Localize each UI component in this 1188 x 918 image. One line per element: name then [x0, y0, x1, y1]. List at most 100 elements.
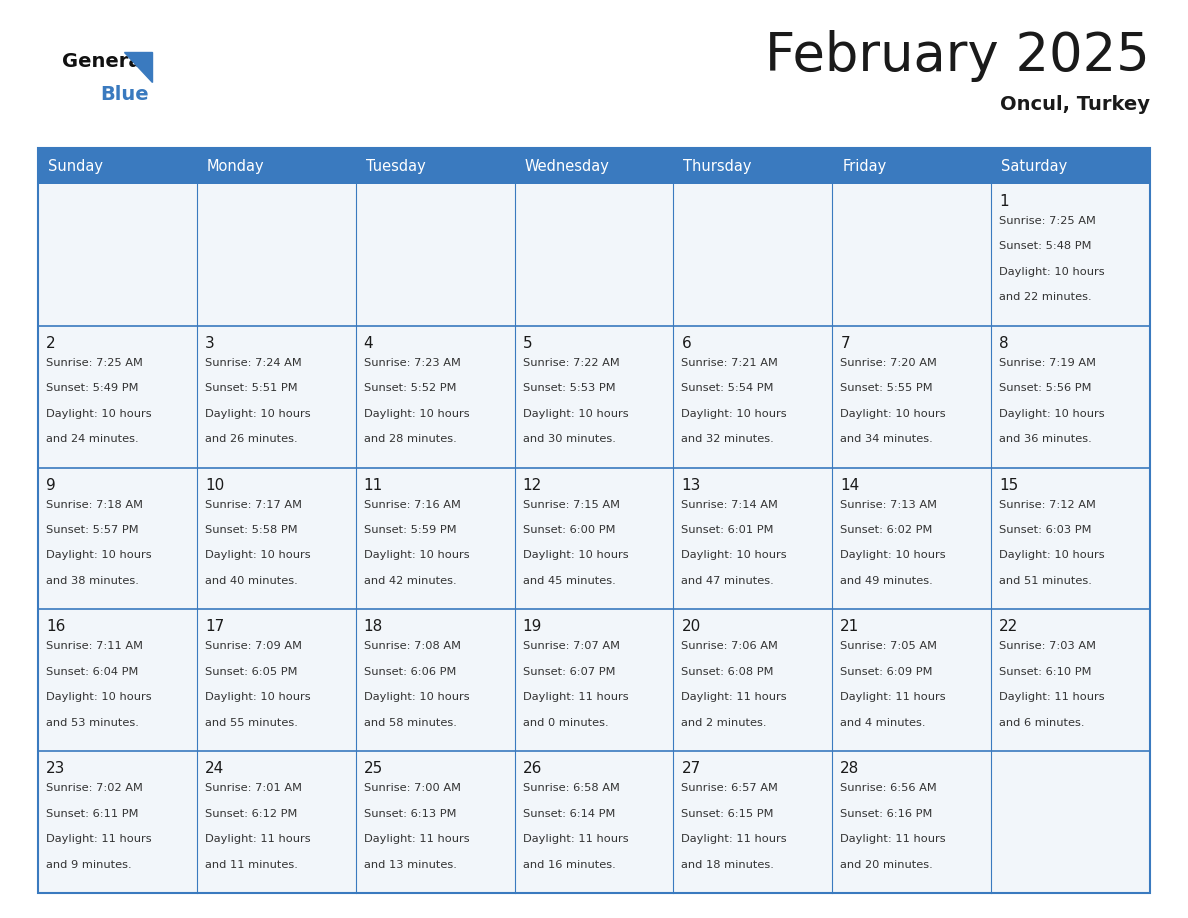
Bar — [355, 467, 514, 610]
Bar — [514, 184, 674, 326]
Bar — [991, 751, 1150, 893]
Bar — [197, 184, 355, 326]
Text: and 45 minutes.: and 45 minutes. — [523, 576, 615, 586]
Text: Sunset: 6:09 PM: Sunset: 6:09 PM — [840, 666, 933, 677]
Text: Sunset: 5:55 PM: Sunset: 5:55 PM — [840, 383, 933, 393]
Bar — [38, 751, 197, 893]
Text: Oncul, Turkey: Oncul, Turkey — [1000, 95, 1150, 114]
Text: Sunset: 6:07 PM: Sunset: 6:07 PM — [523, 666, 615, 677]
Text: Sunset: 5:49 PM: Sunset: 5:49 PM — [46, 383, 139, 393]
Text: and 22 minutes.: and 22 minutes. — [999, 292, 1092, 302]
Text: Daylight: 10 hours: Daylight: 10 hours — [46, 692, 152, 702]
Text: Sunset: 5:51 PM: Sunset: 5:51 PM — [204, 383, 297, 393]
Text: Sunset: 5:59 PM: Sunset: 5:59 PM — [364, 525, 456, 535]
Text: Sunset: 5:57 PM: Sunset: 5:57 PM — [46, 525, 139, 535]
Text: 11: 11 — [364, 477, 383, 493]
Text: Sunset: 6:02 PM: Sunset: 6:02 PM — [840, 525, 933, 535]
Text: 13: 13 — [682, 477, 701, 493]
Text: 27: 27 — [682, 761, 701, 777]
Text: Daylight: 10 hours: Daylight: 10 hours — [682, 409, 788, 419]
Bar — [514, 326, 674, 467]
Text: 5: 5 — [523, 336, 532, 351]
Text: Sunset: 6:14 PM: Sunset: 6:14 PM — [523, 809, 615, 819]
Bar — [991, 326, 1150, 467]
Text: General: General — [62, 52, 148, 71]
Text: Sunrise: 7:05 AM: Sunrise: 7:05 AM — [840, 642, 937, 652]
Text: and 42 minutes.: and 42 minutes. — [364, 576, 456, 586]
Text: Sunset: 5:52 PM: Sunset: 5:52 PM — [364, 383, 456, 393]
Text: and 16 minutes.: and 16 minutes. — [523, 859, 615, 869]
Text: 18: 18 — [364, 620, 383, 634]
Text: Sunrise: 7:03 AM: Sunrise: 7:03 AM — [999, 642, 1097, 652]
Text: 20: 20 — [682, 620, 701, 634]
Bar — [38, 326, 197, 467]
Text: Sunrise: 7:17 AM: Sunrise: 7:17 AM — [204, 499, 302, 509]
Text: Daylight: 10 hours: Daylight: 10 hours — [46, 551, 152, 561]
Text: Sunrise: 7:09 AM: Sunrise: 7:09 AM — [204, 642, 302, 652]
Text: Sunrise: 7:22 AM: Sunrise: 7:22 AM — [523, 358, 619, 368]
Text: and 58 minutes.: and 58 minutes. — [364, 718, 456, 728]
Text: and 28 minutes.: and 28 minutes. — [364, 434, 456, 444]
Text: 24: 24 — [204, 761, 225, 777]
Bar — [197, 326, 355, 467]
Bar — [197, 467, 355, 610]
Text: Monday: Monday — [207, 159, 265, 174]
Text: Daylight: 11 hours: Daylight: 11 hours — [682, 834, 788, 844]
Text: Sunrise: 7:15 AM: Sunrise: 7:15 AM — [523, 499, 620, 509]
Text: Daylight: 10 hours: Daylight: 10 hours — [840, 551, 946, 561]
Text: and 34 minutes.: and 34 minutes. — [840, 434, 933, 444]
Text: 16: 16 — [46, 620, 65, 634]
Text: Daylight: 10 hours: Daylight: 10 hours — [999, 551, 1105, 561]
Text: 25: 25 — [364, 761, 383, 777]
Bar — [38, 610, 197, 751]
Text: Blue: Blue — [100, 85, 148, 104]
Text: Sunrise: 7:25 AM: Sunrise: 7:25 AM — [999, 216, 1097, 226]
Text: Sunset: 6:01 PM: Sunset: 6:01 PM — [682, 525, 773, 535]
Text: and 20 minutes.: and 20 minutes. — [840, 859, 933, 869]
Text: Sunset: 6:03 PM: Sunset: 6:03 PM — [999, 525, 1092, 535]
Text: and 2 minutes.: and 2 minutes. — [682, 718, 767, 728]
Text: 9: 9 — [46, 477, 56, 493]
Bar — [355, 326, 514, 467]
Text: Sunset: 6:15 PM: Sunset: 6:15 PM — [682, 809, 773, 819]
Bar — [991, 610, 1150, 751]
Text: 17: 17 — [204, 620, 225, 634]
Text: 26: 26 — [523, 761, 542, 777]
Text: Sunset: 6:11 PM: Sunset: 6:11 PM — [46, 809, 139, 819]
Text: Sunrise: 7:16 AM: Sunrise: 7:16 AM — [364, 499, 461, 509]
Text: Wednesday: Wednesday — [525, 159, 609, 174]
Text: 10: 10 — [204, 477, 225, 493]
Bar — [833, 467, 991, 610]
Text: Sunrise: 7:02 AM: Sunrise: 7:02 AM — [46, 783, 143, 793]
Text: Tuesday: Tuesday — [366, 159, 425, 174]
Text: Sunset: 6:06 PM: Sunset: 6:06 PM — [364, 666, 456, 677]
Text: Daylight: 11 hours: Daylight: 11 hours — [523, 834, 628, 844]
Text: and 24 minutes.: and 24 minutes. — [46, 434, 139, 444]
Bar — [674, 467, 833, 610]
Bar — [833, 184, 991, 326]
Text: Daylight: 10 hours: Daylight: 10 hours — [364, 551, 469, 561]
Text: 6: 6 — [682, 336, 691, 351]
Text: and 36 minutes.: and 36 minutes. — [999, 434, 1092, 444]
Text: and 26 minutes.: and 26 minutes. — [204, 434, 297, 444]
Text: Sunset: 6:10 PM: Sunset: 6:10 PM — [999, 666, 1092, 677]
Text: and 47 minutes.: and 47 minutes. — [682, 576, 775, 586]
Text: Sunset: 6:05 PM: Sunset: 6:05 PM — [204, 666, 297, 677]
Bar — [674, 148, 833, 184]
Text: 8: 8 — [999, 336, 1009, 351]
Text: Sunrise: 6:57 AM: Sunrise: 6:57 AM — [682, 783, 778, 793]
Bar — [514, 148, 674, 184]
Text: Daylight: 10 hours: Daylight: 10 hours — [364, 409, 469, 419]
Text: Sunset: 5:48 PM: Sunset: 5:48 PM — [999, 241, 1092, 252]
Text: Sunday: Sunday — [48, 159, 103, 174]
Text: 4: 4 — [364, 336, 373, 351]
Text: Sunrise: 7:00 AM: Sunrise: 7:00 AM — [364, 783, 461, 793]
Text: and 0 minutes.: and 0 minutes. — [523, 718, 608, 728]
Text: Sunrise: 7:06 AM: Sunrise: 7:06 AM — [682, 642, 778, 652]
Bar — [514, 610, 674, 751]
Bar — [197, 751, 355, 893]
Text: Daylight: 11 hours: Daylight: 11 hours — [840, 834, 946, 844]
Bar — [674, 610, 833, 751]
Text: Daylight: 11 hours: Daylight: 11 hours — [364, 834, 469, 844]
Bar — [514, 467, 674, 610]
